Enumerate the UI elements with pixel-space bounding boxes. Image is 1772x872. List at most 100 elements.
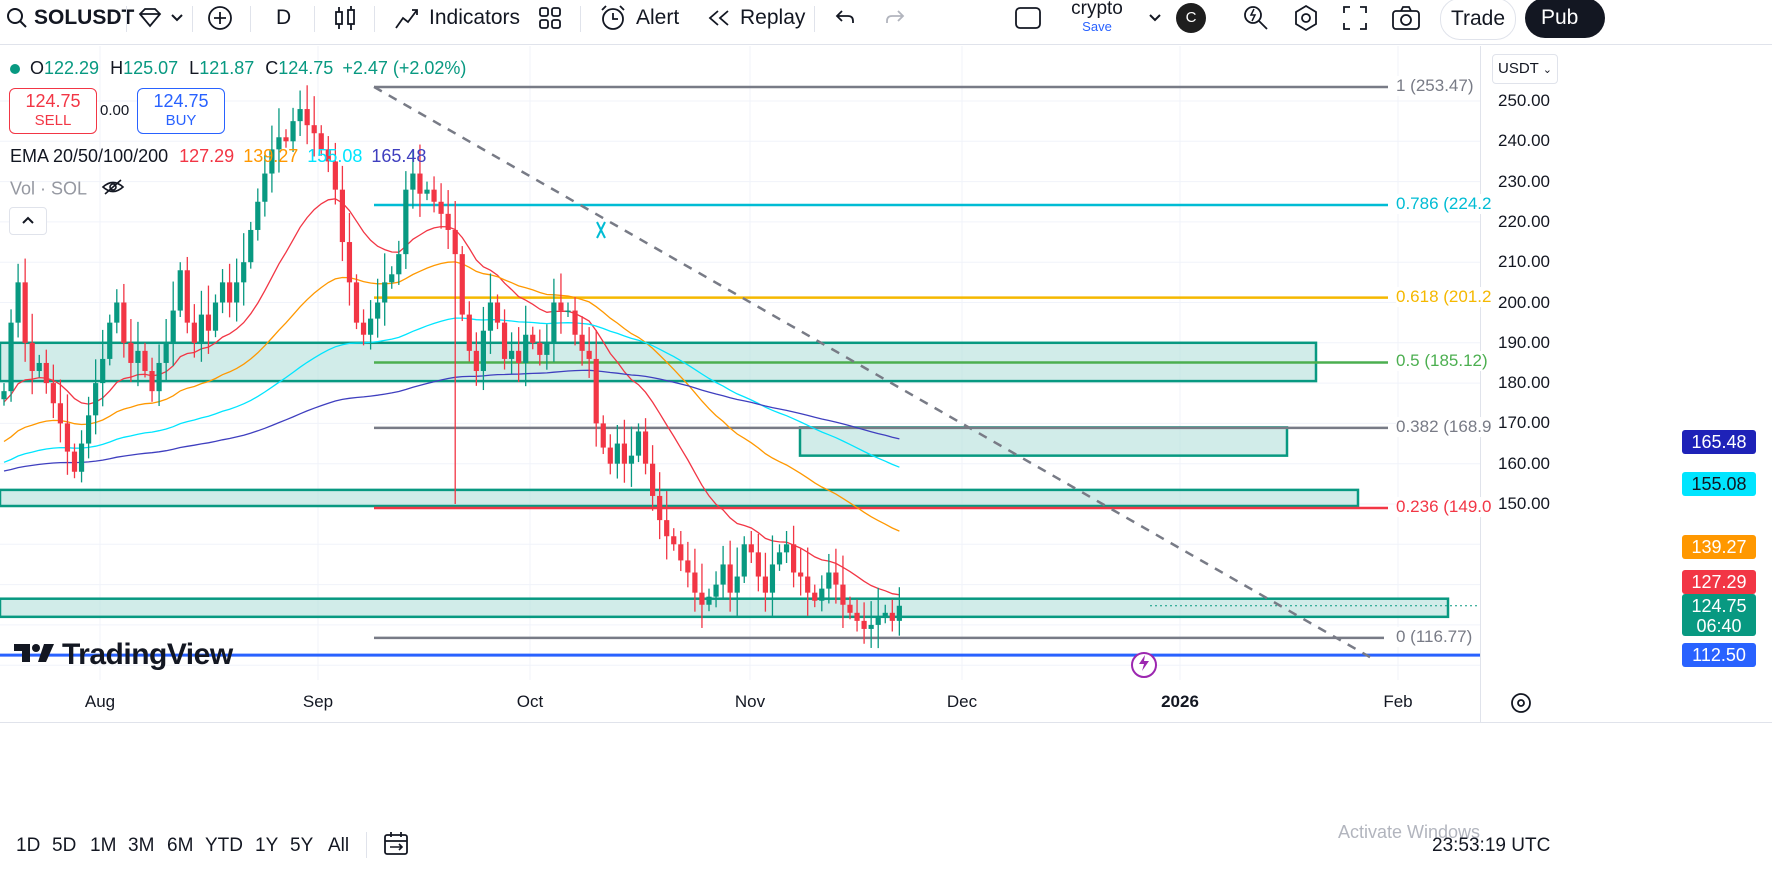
interval-button[interactable]: D: [276, 0, 291, 36]
divider: [250, 6, 251, 32]
date-range-button[interactable]: [382, 830, 410, 863]
candle-body: [403, 189, 409, 255]
range-button-5y[interactable]: 5Y: [290, 835, 314, 856]
range-button-ytd[interactable]: YTD: [205, 835, 243, 856]
spread-value: 0.00: [100, 102, 130, 119]
undo-button[interactable]: [834, 0, 856, 36]
candle-body: [198, 314, 204, 343]
candle-body: [459, 254, 465, 315]
symbol-type-dropdown[interactable]: [138, 0, 184, 36]
candle-body: [819, 588, 825, 601]
tradingview-watermark: TradingView: [14, 638, 233, 672]
candle-body: [135, 350, 141, 363]
fullscreen-button[interactable]: [1342, 0, 1368, 36]
candle-body: [685, 560, 691, 573]
bar-countdown: 06:40: [1696, 616, 1742, 636]
range-button-6m[interactable]: 6M: [167, 835, 194, 856]
avatar[interactable]: C: [1176, 3, 1206, 33]
candle-body: [565, 310, 571, 313]
price-tick-label: 190.00: [1498, 332, 1550, 352]
layout-name-block[interactable]: crypto Save: [1066, 0, 1128, 34]
event-marker[interactable]: [1131, 652, 1157, 678]
redo-button[interactable]: [884, 0, 906, 36]
watermark-text: TradingView: [62, 638, 233, 671]
range-button-1y[interactable]: 1Y: [255, 835, 279, 856]
candle-body: [805, 576, 811, 593]
diamond-icon: [138, 8, 162, 28]
fullscreen-icon: [1342, 5, 1368, 31]
candle-body: [339, 189, 345, 243]
price-tick-label: 180.00: [1498, 373, 1550, 393]
indicators-label: Indicators: [429, 6, 521, 29]
collapse-legend-button[interactable]: [9, 207, 47, 235]
ema50-price-label: 139.27: [1682, 535, 1756, 559]
range-button-1d[interactable]: 1D: [16, 835, 41, 856]
save-link[interactable]: Save: [1082, 19, 1112, 34]
candle-body: [600, 423, 606, 448]
buy-price: 124.75: [153, 91, 209, 111]
divider: [314, 6, 315, 32]
candle-body: [699, 592, 705, 605]
candle-body: [241, 262, 247, 283]
clock[interactable]: 23:53:19 UTC: [1432, 835, 1551, 856]
candle-body: [466, 314, 472, 351]
eye-hidden-icon[interactable]: [101, 178, 125, 201]
fib-level-label: 0.236 (149.0: [1396, 497, 1492, 518]
price-tick-label: 250.00: [1498, 91, 1550, 110]
interval-label: D: [276, 6, 292, 29]
candle-body: [78, 443, 85, 472]
candle-body: [840, 584, 846, 605]
candle-body: [650, 463, 656, 496]
volume-legend[interactable]: Vol · SOL: [10, 178, 125, 201]
range-button-3m[interactable]: 3M: [128, 835, 155, 856]
settings-button[interactable]: [1292, 0, 1320, 36]
trade-button[interactable]: Trade: [1440, 0, 1516, 40]
candle-body: [375, 302, 381, 319]
ema100-value: 155.08: [307, 146, 363, 166]
layout-menu-chevron[interactable]: [1148, 0, 1162, 36]
templates-button[interactable]: [538, 0, 562, 36]
alert-button[interactable]: Alert: [599, 0, 679, 36]
candle-body: [283, 137, 289, 142]
candle-body: [269, 149, 275, 174]
fib-level-label: 0 (116.77): [1396, 626, 1473, 647]
compare-add-button[interactable]: [207, 0, 233, 36]
candle-body: [713, 584, 719, 597]
ema20-value: 127.29: [179, 146, 235, 166]
rewind-icon: [706, 8, 732, 28]
top-toolbar: SOLUSDT D Indicators Alert Replay crypto: [0, 0, 1772, 45]
indicators-button[interactable]: Indicators: [394, 0, 520, 36]
sell-button[interactable]: 124.75 SELL: [9, 88, 97, 134]
snapshot-button[interactable]: [1391, 0, 1421, 36]
candle-body: [523, 334, 529, 363]
layout-select-button[interactable]: [1014, 0, 1042, 36]
candle-body: [212, 302, 219, 331]
range-button-1m[interactable]: 1M: [90, 835, 117, 856]
publish-button[interactable]: Pub: [1525, 0, 1605, 38]
buy-button[interactable]: 124.75 BUY: [137, 88, 225, 134]
range-button-all[interactable]: All: [328, 835, 350, 856]
currency-select[interactable]: USDT ⌄: [1492, 54, 1558, 84]
candle-body: [57, 403, 63, 424]
candle-body: [424, 189, 430, 194]
replay-button[interactable]: Replay: [706, 0, 805, 36]
candle-body: [882, 612, 888, 617]
candle-body: [304, 109, 310, 126]
ema-50-line: [3, 261, 900, 532]
candle-body: [516, 350, 522, 363]
candle-body: [121, 302, 127, 343]
square-icon: [1014, 6, 1042, 30]
volume-label: Vol · SOL: [10, 178, 87, 199]
symbol-search[interactable]: SOLUSDT: [6, 0, 134, 36]
ema-lines: [3, 198, 900, 596]
chart-type-button[interactable]: [334, 0, 356, 36]
price-axis-border: [1480, 46, 1481, 722]
quick-search-button[interactable]: [1242, 0, 1270, 36]
range-button-5d[interactable]: 5D: [52, 835, 77, 856]
axis-settings-button[interactable]: [1508, 690, 1534, 721]
candle-body: [861, 620, 867, 629]
ema-legend[interactable]: EMA 20/50/100/200 127.29 139.27 155.08 1…: [10, 146, 426, 167]
candle-body: [290, 121, 296, 142]
hline-price-label: 112.50: [1682, 643, 1756, 667]
